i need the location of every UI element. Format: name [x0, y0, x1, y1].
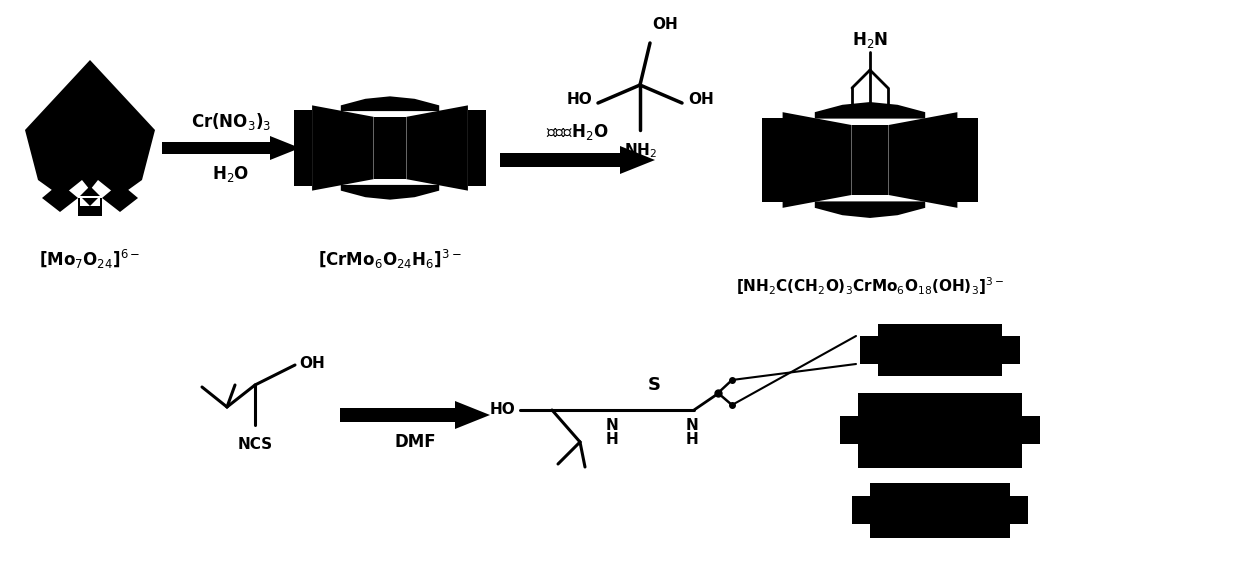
- Polygon shape: [957, 145, 977, 175]
- Polygon shape: [1011, 496, 1028, 524]
- Polygon shape: [294, 110, 312, 137]
- Polygon shape: [957, 173, 977, 202]
- Text: OH: OH: [688, 91, 714, 107]
- Text: [NH$_2$C(CH$_2$O)$_3$CrMo$_6$O$_{18}$(OH)$_3$]$^{3-}$: [NH$_2$C(CH$_2$O)$_3$CrMo$_6$O$_{18}$(OH…: [735, 275, 1004, 297]
- Polygon shape: [341, 185, 439, 200]
- Polygon shape: [340, 408, 455, 422]
- Polygon shape: [162, 142, 270, 154]
- Polygon shape: [270, 136, 300, 160]
- Polygon shape: [467, 159, 486, 186]
- Polygon shape: [500, 153, 620, 167]
- Text: OH: OH: [652, 17, 678, 32]
- Polygon shape: [852, 496, 870, 524]
- Text: NH$_2$: NH$_2$: [624, 141, 656, 160]
- Polygon shape: [1002, 336, 1021, 364]
- Text: N: N: [686, 418, 698, 433]
- Text: S: S: [647, 376, 661, 394]
- Polygon shape: [294, 159, 312, 186]
- Text: [CrMo$_6$O$_{24}$H$_6$]$^{3-}$: [CrMo$_6$O$_{24}$H$_6$]$^{3-}$: [319, 248, 461, 271]
- Text: DMF: DMF: [394, 433, 435, 451]
- Polygon shape: [455, 401, 490, 429]
- Polygon shape: [25, 60, 155, 203]
- Polygon shape: [852, 125, 888, 195]
- Text: NCS: NCS: [237, 437, 273, 452]
- Text: H: H: [605, 432, 619, 447]
- Polygon shape: [81, 196, 100, 206]
- Polygon shape: [312, 105, 373, 191]
- Polygon shape: [467, 110, 486, 137]
- Polygon shape: [407, 105, 467, 191]
- Polygon shape: [294, 135, 312, 161]
- Polygon shape: [957, 118, 977, 147]
- Polygon shape: [839, 416, 858, 444]
- Polygon shape: [467, 135, 486, 161]
- Polygon shape: [815, 102, 925, 119]
- Text: H$_2$O: H$_2$O: [212, 164, 249, 184]
- Text: [Mo$_7$O$_{24}$]$^{6-}$: [Mo$_7$O$_{24}$]$^{6-}$: [40, 248, 140, 271]
- Text: 水热、H$_2$O: 水热、H$_2$O: [546, 122, 609, 142]
- Text: Cr(NO$_3$)$_3$: Cr(NO$_3$)$_3$: [191, 111, 272, 132]
- Text: HO: HO: [567, 91, 591, 107]
- Polygon shape: [870, 483, 1011, 538]
- Polygon shape: [373, 117, 407, 179]
- Text: OH: OH: [299, 356, 325, 370]
- Text: N: N: [605, 418, 619, 433]
- Polygon shape: [62, 180, 118, 216]
- Polygon shape: [102, 183, 138, 198]
- Polygon shape: [861, 336, 878, 364]
- Polygon shape: [42, 198, 78, 216]
- Polygon shape: [102, 198, 138, 216]
- Polygon shape: [763, 145, 782, 175]
- Text: H$_2$N: H$_2$N: [852, 30, 888, 50]
- Polygon shape: [888, 112, 957, 208]
- Polygon shape: [815, 201, 925, 218]
- Polygon shape: [341, 96, 439, 111]
- Polygon shape: [42, 183, 78, 198]
- Polygon shape: [858, 392, 1022, 468]
- Polygon shape: [42, 198, 138, 216]
- Text: H: H: [686, 432, 698, 447]
- Text: HO: HO: [490, 403, 515, 417]
- Polygon shape: [878, 324, 1002, 376]
- Polygon shape: [763, 173, 782, 202]
- Polygon shape: [782, 112, 852, 208]
- Polygon shape: [1022, 416, 1040, 444]
- Polygon shape: [763, 118, 782, 147]
- Polygon shape: [620, 146, 655, 174]
- Polygon shape: [81, 186, 100, 196]
